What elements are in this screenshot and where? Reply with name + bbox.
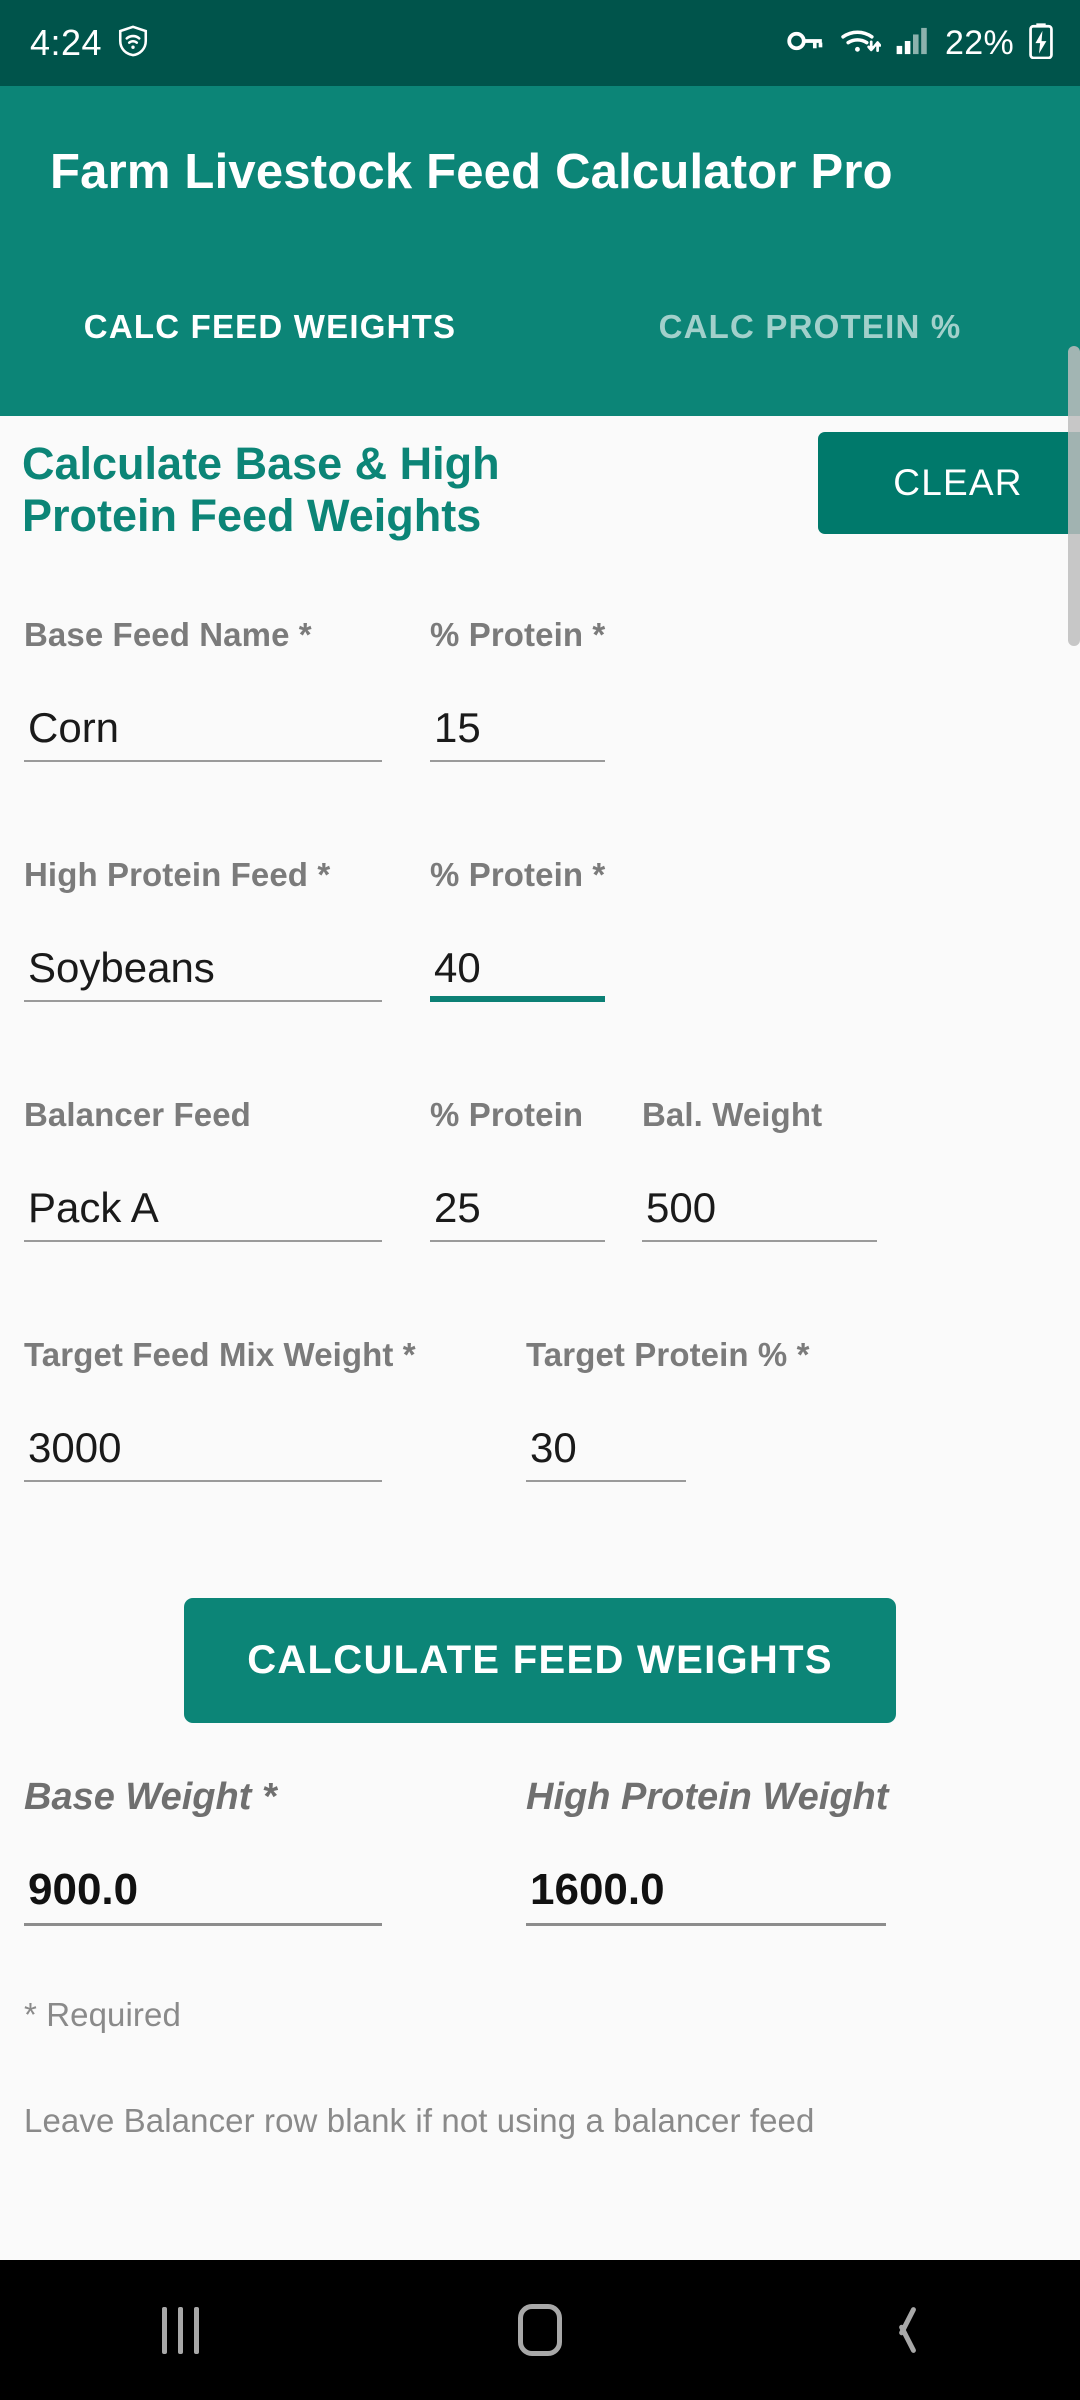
balancer-protein-underline (430, 1240, 605, 1242)
status-bar-clock: 4:24 (30, 22, 103, 63)
clear-button[interactable]: CLEAR (818, 432, 1080, 534)
base-weight-value: 900.0 (28, 1865, 139, 1914)
calculate-button-row: CALCULATE FEED WEIGHTS (0, 1576, 1080, 1776)
signal-icon (895, 26, 931, 61)
balancer-protein-field[interactable]: % Protein 25 (430, 1096, 605, 1242)
base-feed-name-field[interactable]: Base Feed Name * Corn (24, 616, 382, 762)
high-protein-pct-field[interactable]: % Protein * 40 (430, 856, 605, 1002)
page-title: Calculate Base & High Protein Feed Weigh… (22, 438, 500, 542)
form-row-high-protein-feed: High Protein Feed * Soybeans % Protein *… (0, 856, 1080, 1096)
wifi-icon (839, 25, 882, 62)
system-nav-bar (0, 2260, 1080, 2400)
battery-percent-label: 22% (945, 23, 1014, 62)
tab-calc-protein-pct[interactable]: CALC PROTEIN % (658, 308, 962, 345)
high-protein-pct-underline-focused (430, 996, 605, 1002)
wifi-calling-icon (116, 23, 150, 64)
home-icon (518, 2304, 562, 2356)
high-protein-weight-label: High Protein Weight (526, 1776, 889, 1818)
balancer-protein-label: % Protein (430, 1096, 584, 1133)
base-protein-field[interactable]: % Protein * 15 (430, 616, 605, 762)
balancer-weight-input[interactable]: 500 (646, 1184, 717, 1231)
target-protein-pct-field[interactable]: Target Protein % * 30 (526, 1336, 810, 1482)
form-row-balancer: Balancer Feed Pack A % Protein 25 Bal. W… (0, 1096, 1080, 1336)
target-protein-pct-input[interactable]: 30 (530, 1424, 577, 1471)
high-protein-pct-input[interactable]: 40 (434, 944, 481, 991)
base-feed-name-input[interactable]: Corn (28, 704, 120, 751)
balancer-protein-input[interactable]: 25 (434, 1184, 481, 1231)
high-protein-pct-label: % Protein * (430, 856, 606, 893)
back-button[interactable] (810, 2260, 990, 2400)
required-note: * Required (24, 1996, 181, 2033)
results-row: Base Weight * 900.0 High Protein Weight … (0, 1776, 1080, 1991)
target-protein-pct-underline (526, 1480, 686, 1482)
balancer-weight-underline (642, 1240, 877, 1242)
high-protein-weight-result[interactable]: High Protein Weight 1600.0 (526, 1776, 889, 1926)
main-content: Calculate Base & High Protein Feed Weigh… (0, 416, 1080, 2260)
balancer-feed-underline (24, 1240, 382, 1242)
vertical-scrollbar[interactable] (1068, 346, 1080, 646)
high-protein-weight-value: 1600.0 (530, 1865, 665, 1914)
target-protein-pct-label: Target Protein % * (526, 1336, 810, 1373)
form-row-base-feed: Base Feed Name * Corn % Protein * 15 (0, 616, 1080, 856)
app-bar: Farm Livestock Feed Calculator Pro CALC … (0, 86, 1080, 416)
target-mix-weight-label: Target Feed Mix Weight * (24, 1336, 416, 1373)
base-feed-name-underline (24, 760, 382, 762)
high-protein-feed-input[interactable]: Soybeans (28, 944, 215, 991)
base-weight-label: Base Weight * (24, 1776, 277, 1818)
target-mix-weight-field[interactable]: Target Feed Mix Weight * 3000 (24, 1336, 416, 1482)
balancer-weight-field[interactable]: Bal. Weight 500 (642, 1096, 877, 1242)
calculate-feed-weights-button[interactable]: CALCULATE FEED WEIGHTS (184, 1598, 896, 1723)
vpn-key-icon (787, 26, 825, 61)
battery-charging-icon (1028, 22, 1054, 64)
recents-icon (161, 2306, 199, 2354)
recents-button[interactable] (90, 2260, 270, 2400)
back-icon (885, 2304, 915, 2356)
high-protein-feed-underline (24, 1000, 382, 1002)
base-protein-underline (430, 760, 605, 762)
balancer-feed-input[interactable]: Pack A (28, 1184, 159, 1231)
base-weight-underline (24, 1923, 382, 1926)
high-protein-feed-field[interactable]: High Protein Feed * Soybeans (24, 856, 382, 1002)
status-bar-right: 22% (787, 22, 1054, 64)
home-button[interactable] (450, 2260, 630, 2400)
target-mix-weight-input[interactable]: 3000 (28, 1424, 122, 1471)
status-bar: 4:24 (0, 0, 1080, 86)
balancer-note: Leave Balancer row blank if not using a … (24, 2102, 815, 2139)
header-row: Calculate Base & High Protein Feed Weigh… (0, 416, 1080, 616)
high-protein-feed-label: High Protein Feed * (24, 856, 331, 893)
base-feed-name-label: Base Feed Name * (24, 616, 312, 653)
form-row-target: Target Feed Mix Weight * 3000 Target Pro… (0, 1336, 1080, 1576)
base-protein-input[interactable]: 15 (434, 704, 481, 751)
app-title: Farm Livestock Feed Calculator Pro (50, 145, 893, 199)
base-weight-result[interactable]: Base Weight * 900.0 (24, 1776, 382, 1926)
status-bar-left: 4:24 (30, 22, 150, 64)
target-mix-weight-underline (24, 1480, 382, 1482)
balancer-feed-label: Balancer Feed (24, 1096, 251, 1133)
tab-bar: CALC FEED WEIGHTS CALC PROTEIN % (0, 266, 1080, 416)
balancer-weight-label: Bal. Weight (642, 1096, 823, 1133)
high-protein-weight-underline (526, 1923, 886, 1926)
tab-calc-feed-weights[interactable]: CALC FEED WEIGHTS (83, 308, 457, 345)
base-protein-label: % Protein * (430, 616, 606, 653)
balancer-feed-field[interactable]: Balancer Feed Pack A (24, 1096, 382, 1242)
